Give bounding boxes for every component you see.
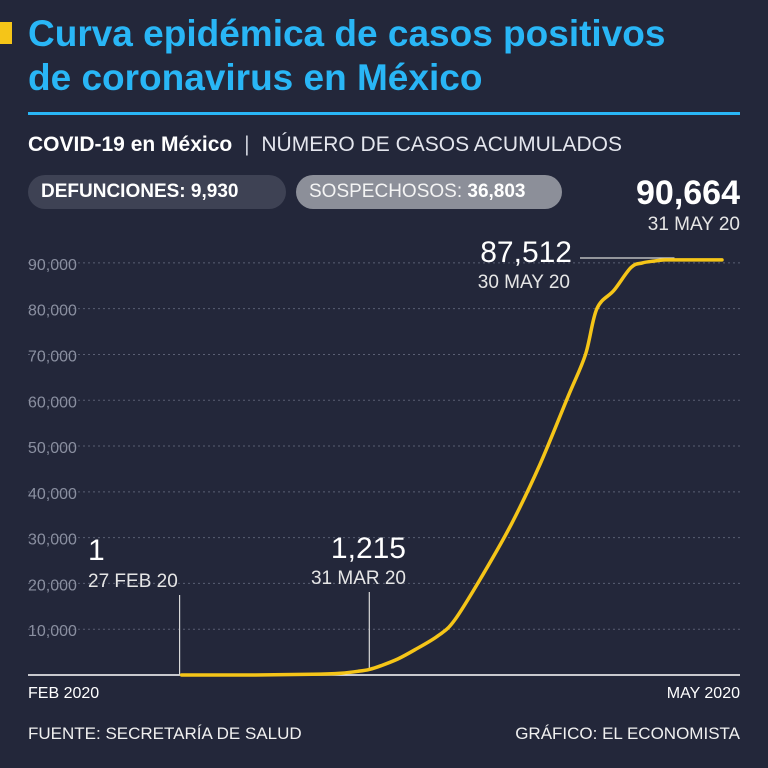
- deaths-label: DEFUNCIONES:: [41, 181, 186, 202]
- y-tick-label: 10,000: [28, 623, 77, 640]
- title-divider: [28, 112, 740, 115]
- annotation-may30-value: 87,512: [480, 236, 572, 269]
- annotation-markers: [178, 257, 675, 675]
- suspected-badge: SOSPECHOSOS: 36,803: [296, 175, 562, 209]
- credit-note: GRÁFICO: EL ECONOMISTA: [515, 724, 740, 743]
- annotation-may30-date: 30 MAY 20: [478, 272, 570, 293]
- annotation-march-date: 31 MAR 20: [311, 568, 406, 589]
- subtitle-light: NÚMERO DE CASOS ACUMULADOS: [261, 133, 622, 156]
- source-note: FUENTE: SECRETARÍA DE SALUD: [28, 724, 302, 743]
- subtitle-strong: COVID-19 en México: [28, 133, 233, 156]
- y-tick-label: 20,000: [28, 577, 77, 594]
- y-tick-label: 30,000: [28, 532, 77, 549]
- y-tick-label: 40,000: [28, 486, 77, 503]
- annotation-latest-date: 31 MAY 20: [648, 214, 740, 235]
- chart-title: Curva epidémica de casos positivos de co…: [28, 12, 748, 100]
- y-tick-label: 80,000: [28, 303, 77, 320]
- grid-lines: [28, 262, 740, 630]
- y-tick-label: 50,000: [28, 440, 77, 457]
- cases-line: [179, 258, 724, 677]
- title-accent-bar: [0, 22, 12, 44]
- y-tick-label: 70,000: [28, 348, 77, 365]
- x-start-label: FEB 2020: [28, 685, 99, 702]
- chart-title-line2: de coronavirus en México: [28, 57, 483, 98]
- deaths-value: 9,930: [190, 181, 239, 202]
- annotation-march-value: 1,215: [331, 532, 406, 565]
- chart-subtitle: COVID-19 en México | NÚMERO DE CASOS ACU…: [28, 133, 622, 157]
- annotation-latest-value: 90,664: [636, 174, 740, 212]
- suspected-value: 36,803: [467, 181, 526, 202]
- x-end-label: MAY 2020: [667, 685, 740, 702]
- annotation-first-date: 27 FEB 20: [88, 571, 178, 592]
- suspected-label: SOSPECHOSOS:: [309, 181, 463, 202]
- y-tick-label: 90,000: [28, 257, 77, 274]
- deaths-badge: DEFUNCIONES: 9,930: [28, 175, 286, 209]
- y-tick-label: 60,000: [28, 394, 77, 411]
- y-tick-labels: 10,000 20,000 30,000 40,000 50,000 60,000 70,0…: [28, 257, 77, 640]
- annotation-first-value: 1: [88, 534, 105, 567]
- chart-title-line1: Curva epidémica de casos positivos: [28, 13, 666, 54]
- subtitle-separator: |: [244, 133, 250, 156]
